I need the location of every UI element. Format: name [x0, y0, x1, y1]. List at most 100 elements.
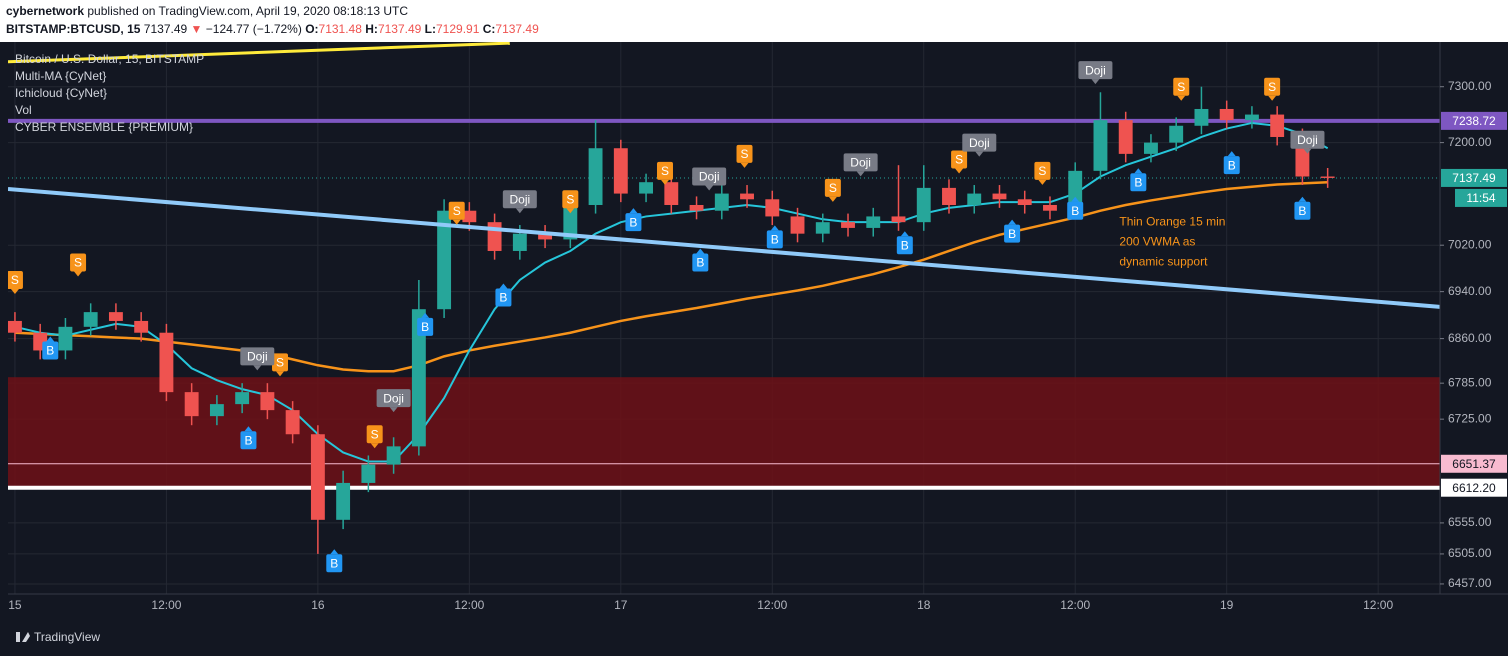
candle-body	[361, 464, 376, 483]
candle-body	[790, 216, 805, 234]
signal-badge	[656, 161, 673, 180]
signal-pointer	[975, 151, 984, 157]
candle-body	[1194, 108, 1209, 126]
ohlc-key: C:	[483, 22, 496, 36]
signal-label: B	[244, 433, 252, 447]
signal-pointer	[1038, 179, 1047, 185]
candle-body	[285, 410, 300, 435]
annotation: 200 VWMA as	[1119, 234, 1195, 248]
candle-body	[992, 193, 1007, 200]
signal-pointer	[10, 288, 19, 294]
candle-body	[740, 193, 754, 200]
signal-badge	[625, 213, 642, 232]
candle-body	[689, 204, 704, 211]
signal: S	[824, 178, 841, 202]
legend-entry: Bitcoin / U.S. Dollar, 15, BITSTAMP	[15, 52, 204, 66]
signal-pointer	[1177, 95, 1186, 101]
signal: B	[896, 231, 913, 255]
y-tick-label: 7300.00	[1448, 79, 1492, 93]
candle-body	[1244, 114, 1259, 121]
candle-body	[1320, 176, 1335, 178]
signal-badge	[366, 425, 383, 444]
signal: S	[272, 353, 289, 377]
signal-label: B	[1298, 204, 1306, 218]
signal: Doji	[843, 153, 878, 177]
signal-label: B	[330, 556, 338, 570]
signal-label: S	[74, 256, 82, 270]
signal-label: S	[1038, 164, 1046, 178]
zone	[8, 377, 1440, 488]
signal: B	[495, 283, 512, 307]
signal-badge	[736, 144, 753, 163]
last-price: 7137.49	[144, 22, 188, 36]
signal-label: Doji	[699, 170, 720, 184]
signal-label: B	[499, 291, 507, 305]
signal: S	[366, 425, 383, 449]
signal-badge	[240, 347, 275, 366]
signal: B	[625, 208, 642, 232]
y-tick-label: 6505.00	[1448, 546, 1492, 560]
signal-badge	[272, 353, 289, 372]
signal-label: Doji	[969, 136, 990, 150]
candle-body	[1270, 114, 1285, 137]
signal-pointer	[1298, 196, 1307, 202]
candle-body	[512, 233, 527, 251]
signal-label: B	[421, 320, 429, 334]
signal-pointer	[1091, 79, 1100, 85]
signal-label: S	[566, 192, 574, 206]
signal: Doji	[962, 133, 997, 157]
signal: B	[1294, 196, 1311, 220]
price-badge	[1441, 111, 1507, 130]
signal-pointer	[660, 179, 669, 185]
signal-badge	[824, 178, 841, 197]
candle-body	[613, 148, 628, 194]
signal: B	[42, 336, 59, 360]
signal-label: B	[1071, 204, 1079, 218]
header-bg	[0, 0, 1508, 42]
signal-pointer	[955, 168, 964, 174]
signal: S	[1264, 77, 1281, 101]
candle-body	[1219, 108, 1234, 121]
signal-pointer	[1134, 168, 1143, 174]
signal-label: B	[901, 238, 909, 252]
signal-badge	[1290, 130, 1325, 149]
signal-badge	[1078, 61, 1113, 80]
x-tick-label: 12:00	[1363, 598, 1393, 612]
signal: Doji	[1290, 130, 1325, 154]
ma-line	[14, 180, 1328, 373]
candle-body	[1169, 125, 1184, 143]
signal: B	[766, 225, 783, 249]
signal-pointer	[389, 407, 398, 413]
signal: B	[1004, 219, 1021, 243]
y-tick-label: 7020.00	[1448, 237, 1492, 251]
signal: S	[70, 253, 87, 277]
candle-body	[159, 332, 174, 393]
candle-body	[336, 482, 351, 520]
signal-badge	[692, 253, 709, 272]
signal-label: B	[1134, 175, 1142, 189]
signal-pointer	[276, 371, 285, 377]
trendline	[8, 42, 510, 64]
y-tick-label: 6940.00	[1448, 284, 1492, 298]
signal-pointer	[330, 549, 339, 555]
signal-label: S	[829, 181, 837, 195]
change: −124.77 (−1.72%)	[206, 22, 302, 36]
x-tick-label: 16	[311, 598, 325, 612]
symbol: BITSTAMP:BTCUSD, 15	[6, 22, 141, 36]
signal-badge	[376, 389, 411, 408]
candle-body	[639, 182, 653, 194]
signal-pointer	[253, 365, 262, 371]
arrow: ▼	[191, 22, 203, 36]
y-tick-label: 7200.00	[1448, 135, 1492, 149]
signal-badge	[326, 554, 343, 573]
price-badge-label: 7137.49	[1452, 171, 1496, 185]
price-badge	[1441, 478, 1507, 497]
candle-body	[1118, 120, 1133, 154]
x-tick-label: 12:00	[454, 598, 484, 612]
signal-label: S	[1177, 80, 1185, 94]
candle-body	[664, 182, 679, 205]
signal: Doji	[502, 190, 537, 214]
signal-label: S	[741, 147, 749, 161]
signal: B	[326, 549, 343, 573]
